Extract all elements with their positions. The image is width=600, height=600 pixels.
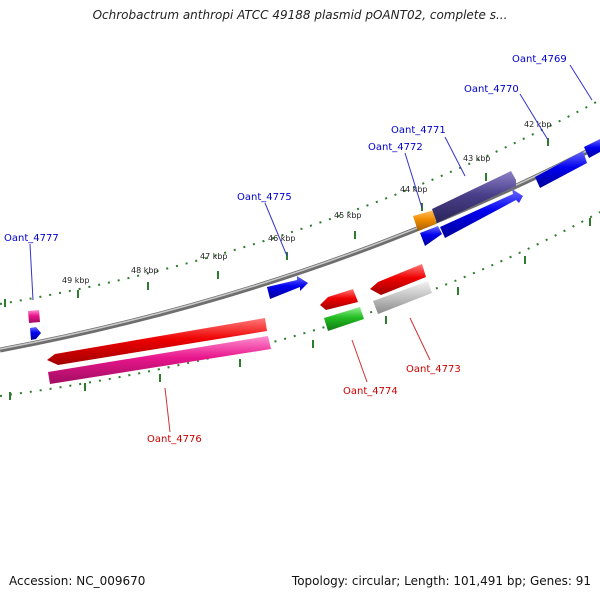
gene-feature-blue-small[interactable] [30, 327, 41, 340]
ruler-label: 46 kbp [268, 234, 296, 243]
gene-feature-blue-small-2[interactable] [420, 226, 442, 246]
gene-feature-orange[interactable] [413, 210, 436, 231]
gene-feature-4775[interactable] [267, 276, 308, 299]
gene-label[interactable]: Oant_4773 [406, 364, 461, 375]
gene-feature-red-right[interactable] [370, 264, 426, 295]
ruler-label: 43 kbp [463, 154, 491, 163]
gene-label[interactable]: Oant_4770 [464, 84, 519, 95]
gene-label[interactable]: Oant_4769 [512, 54, 567, 65]
ruler-label: 49 kbp [62, 276, 90, 285]
gene-feature-blue-right[interactable] [535, 151, 587, 188]
gene-feature-pink-small[interactable] [28, 310, 40, 323]
gene-label[interactable]: Oant_4777 [4, 233, 59, 244]
summary-text: Topology: circular; Length: 101,491 bp; … [291, 574, 591, 588]
ruler-outer [0, 99, 600, 305]
ruler-label: 44 kbp [400, 185, 428, 194]
ruler-inner-ticks [9, 218, 591, 400]
leader-lines-top [29, 64, 593, 301]
genes-forward-strand [28, 139, 600, 340]
leader-lines-bottom [164, 317, 431, 433]
accession-text: Accession: NC_009670 [9, 574, 146, 588]
ruler-label: 42 kbp [524, 120, 552, 129]
gene-feature-red-mid[interactable] [320, 289, 358, 310]
ruler-labels: 49 kbp 48 kbp 47 kbp 46 kbp 45 kbp 44 kb… [62, 120, 552, 285]
ruler-label: 48 kbp [131, 266, 159, 275]
backbone-arc-highlight [0, 143, 600, 350]
gene-feature-blue-long[interactable] [440, 189, 523, 238]
gene-feature-blue-edge[interactable] [584, 139, 600, 158]
backbone-arc [0, 142, 600, 353]
gene-labels-bottom: Oant_4776 Oant_4774 Oant_4773 [147, 364, 461, 445]
gene-labels-top: Oant_4777 Oant_4775 Oant_4772 Oant_4771 … [4, 54, 567, 244]
gene-label[interactable]: Oant_4775 [237, 192, 292, 203]
ruler-outer-ticks [4, 138, 549, 307]
gene-label[interactable]: Oant_4771 [391, 125, 446, 136]
gene-feature-4773[interactable] [373, 281, 432, 314]
gene-feature-purple[interactable] [432, 171, 516, 223]
gene-feature-4774[interactable] [324, 307, 364, 331]
genes-reverse-strand [47, 264, 432, 384]
gene-feature-4776[interactable] [48, 336, 271, 384]
gene-feature-red-long[interactable] [47, 318, 267, 365]
ruler-label: 45 kbp [334, 211, 362, 220]
map-title: Ochrobactrum anthropi ATCC 49188 plasmid… [92, 8, 508, 22]
ruler-label: 47 kbp [200, 252, 228, 261]
gene-label[interactable]: Oant_4772 [368, 142, 423, 153]
gene-label[interactable]: Oant_4774 [343, 386, 398, 397]
gene-label[interactable]: Oant_4776 [147, 434, 202, 445]
